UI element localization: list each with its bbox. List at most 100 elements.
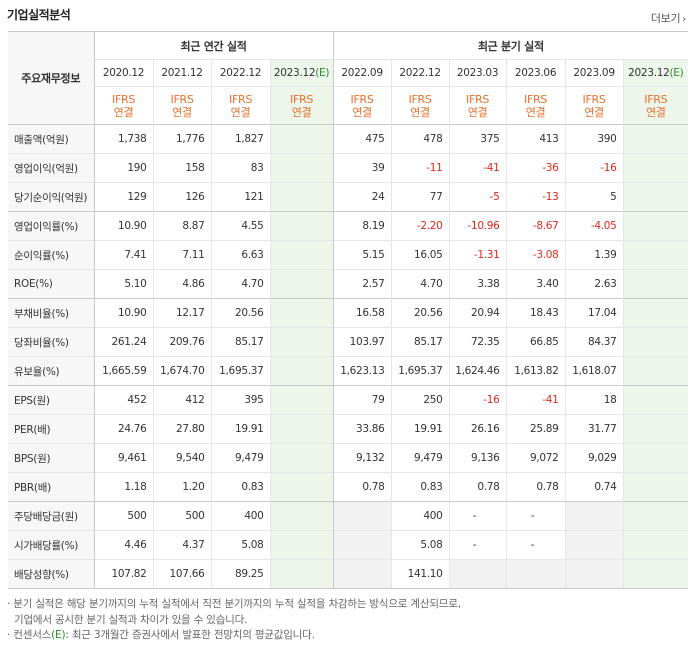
value-cell: 5.08	[210, 530, 270, 560]
value-cell	[269, 327, 334, 357]
value-cell: 1,776	[152, 124, 211, 154]
footnote-2-text: : 최근 3개월간 증권사에서 발표한 전망치의 평균값입니다.	[65, 629, 315, 641]
table-row: BPS(원) 9,461 9,540 9,479 9,132 9,479 9,136 9,07…	[8, 443, 689, 473]
value-cell: 0.83	[390, 472, 450, 502]
row-label: ROE(%)	[8, 269, 94, 299]
value-cell	[269, 124, 334, 154]
value-cell	[332, 530, 392, 560]
basis-ifrs: IFRS	[582, 92, 606, 106]
value-cell	[564, 501, 624, 531]
value-cell: 1.18	[93, 472, 153, 502]
value-cell: 19.91	[390, 414, 450, 444]
value-cell: -8.67	[505, 211, 566, 241]
value-cell	[269, 240, 334, 270]
value-cell	[269, 356, 334, 386]
value-cell	[269, 559, 334, 589]
basis-header: IFRS 연결	[564, 86, 624, 125]
value-cell: -10.96	[448, 211, 507, 241]
footnote-2: · 컨센서스(E): 최근 3개월간 증권사에서 발표한 전망치의 평균값입니다…	[7, 628, 461, 644]
row-label: 배당성향(%)	[8, 559, 94, 589]
chevron-right-icon: ›	[682, 14, 686, 25]
basis-header: IFRS 연결	[269, 86, 334, 125]
value-cell: 20.56	[210, 298, 270, 328]
value-cell: -41	[448, 153, 507, 183]
value-cell: 121	[210, 182, 270, 212]
value-cell: -	[448, 530, 507, 560]
value-cell: 1,695.37	[210, 356, 270, 386]
basis-ifrs: IFRS	[350, 92, 374, 106]
value-cell: 3.38	[448, 269, 507, 299]
basis-ifrs: IFRS	[466, 92, 490, 106]
basis-consolidated: 연결	[230, 105, 251, 119]
value-cell: 7.11	[152, 240, 211, 270]
basis-ifrs: IFRS	[644, 92, 668, 106]
value-cell: 261.24	[93, 327, 153, 357]
row-label: PER(배)	[8, 414, 94, 444]
value-cell	[269, 153, 334, 183]
value-cell	[622, 182, 689, 212]
value-cell: 1.20	[152, 472, 211, 502]
value-cell: 1,613.82	[505, 356, 566, 386]
table-row: 영업이익(억원) 190 158 83 39 -11 -41 -36 -16	[8, 153, 689, 183]
value-cell: 103.97	[332, 327, 392, 357]
value-cell: 66.85	[505, 327, 566, 357]
period-header: 2023.06	[505, 59, 566, 87]
value-cell: 3.40	[505, 269, 566, 299]
row-label: 주당배당금(원)	[8, 501, 94, 531]
footnote-1: · 분기 실적은 해당 분기까지의 누적 실적에서 직전 분기까지의 누적 실적…	[7, 598, 461, 610]
period-header: 2023.03	[448, 59, 507, 87]
value-cell: -4.05	[564, 211, 624, 241]
basis-header: IFRS 연결	[210, 86, 270, 125]
value-cell: 1,618.07	[564, 356, 624, 386]
value-cell: 24	[332, 182, 392, 212]
value-cell: 10.90	[93, 211, 153, 241]
period-header: 2020.12	[93, 59, 153, 87]
row-label: EPS(원)	[8, 385, 94, 415]
value-cell	[269, 298, 334, 328]
value-cell: 27.80	[152, 414, 211, 444]
value-cell: 20.94	[448, 298, 507, 328]
table-row: 시가배당률(%) 4.46 4.37 5.08 5.08- -	[8, 530, 689, 560]
basis-header: IFRS 연결	[152, 86, 211, 125]
row-label: 부채비율(%)	[8, 298, 94, 328]
value-cell: -11	[390, 153, 450, 183]
value-cell: -3.08	[505, 240, 566, 270]
basis-consolidated: 연결	[113, 105, 134, 119]
more-label: 더보기	[650, 12, 681, 25]
value-cell: -2.20	[390, 211, 450, 241]
value-cell	[622, 414, 689, 444]
value-cell: 129	[93, 182, 153, 212]
value-cell	[269, 414, 334, 444]
value-cell: 18	[564, 385, 624, 415]
table-row: 순이익률(%) 7.41 7.11 6.63 5.15 16.05 -1.31 -3.08 1.…	[8, 240, 689, 270]
basis-header: IFRS 연결	[448, 86, 507, 125]
quarter-group-header: 최근 분기 실적	[332, 31, 689, 60]
period-header: 2023.09	[564, 59, 624, 87]
value-cell: 400	[210, 501, 270, 531]
value-cell: 17.04	[564, 298, 624, 328]
value-cell: 8.19	[332, 211, 392, 241]
value-cell: -16	[448, 385, 507, 415]
value-cell: 5	[564, 182, 624, 212]
table-row: 당좌비율(%) 261.24 209.76 85.17 103.97 85.17 72.35…	[8, 327, 689, 357]
value-cell: 9,072	[505, 443, 566, 473]
basis-ifrs: IFRS	[524, 92, 548, 106]
row-label: BPS(원)	[8, 443, 94, 473]
value-cell: 4.86	[152, 269, 211, 299]
value-cell: 8.87	[152, 211, 211, 241]
more-link[interactable]: 더보기 ›	[651, 10, 686, 26]
value-cell: 0.74	[564, 472, 624, 502]
table-row: 부채비율(%) 10.90 12.17 20.56 16.58 20.56 20.94 18.…	[8, 298, 689, 328]
value-cell: 39	[332, 153, 392, 183]
basis-ifrs: IFRS	[170, 92, 194, 106]
value-cell: 18.43	[505, 298, 566, 328]
value-cell: 89.25	[210, 559, 270, 589]
estimate-mark: (E)	[669, 67, 684, 79]
value-cell	[622, 240, 689, 270]
value-cell: 7.41	[93, 240, 153, 270]
value-cell: -41	[505, 385, 566, 415]
value-cell: 400	[390, 501, 450, 531]
value-cell: 9,132	[332, 443, 392, 473]
value-cell: 1,827	[210, 124, 270, 154]
period-header: 2022.09	[332, 59, 392, 87]
